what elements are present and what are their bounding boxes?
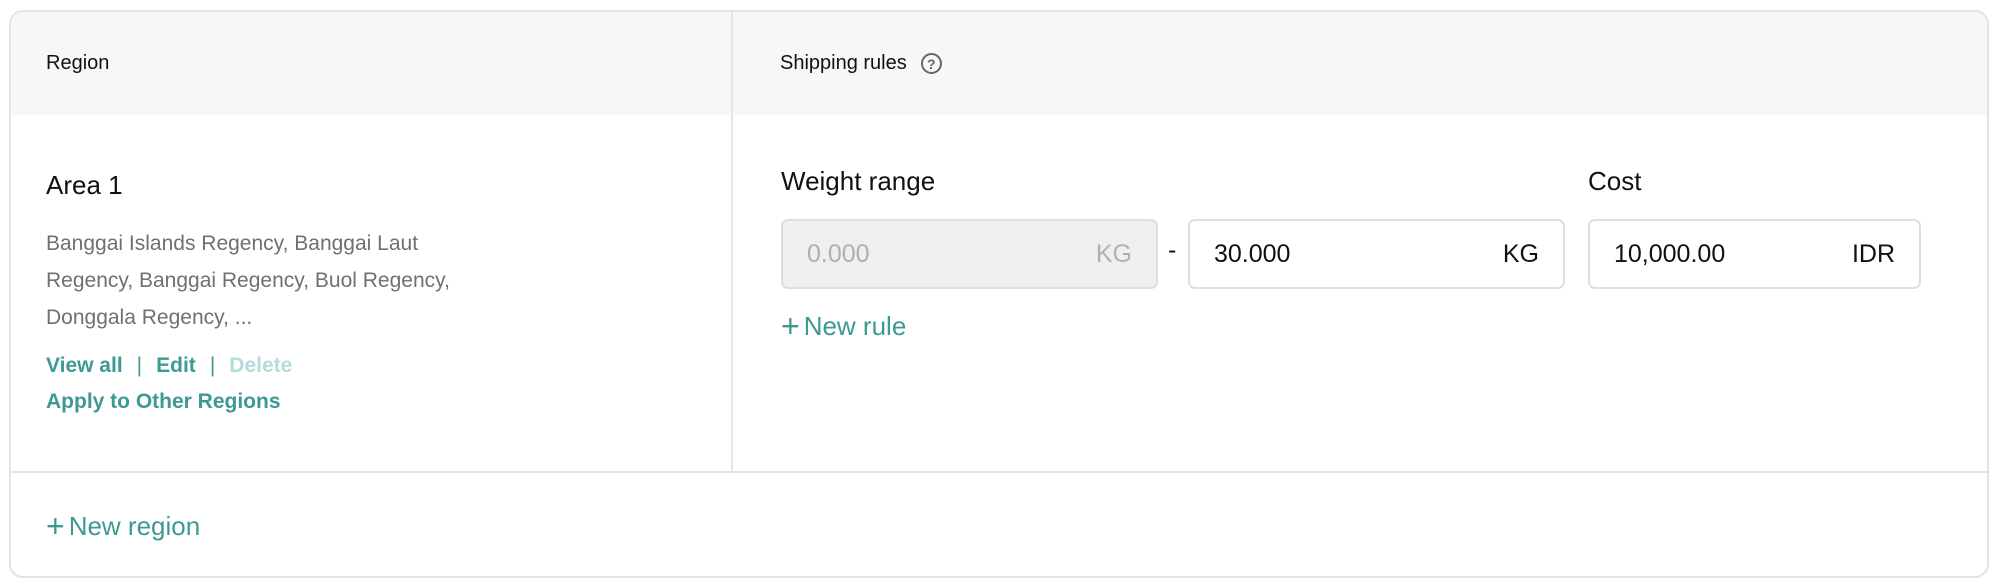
header-shipping-rules-label: Shipping rules bbox=[780, 52, 907, 74]
new-rule-label: New rule bbox=[803, 311, 907, 341]
column-divider bbox=[731, 12, 733, 472]
region-description: Banggai Islands Regency, Banggai Laut Re… bbox=[46, 232, 450, 329]
table-header bbox=[11, 12, 1987, 115]
cost-label: Cost bbox=[1588, 166, 1642, 196]
delete-link: Delete bbox=[229, 354, 293, 377]
min-weight-value: 0.000 bbox=[807, 239, 870, 268]
header-shipping-rules: Shipping rules? bbox=[780, 52, 942, 75]
region-title: Area 1 bbox=[46, 170, 123, 200]
cost-input[interactable]: 10,000.00 IDR bbox=[1588, 219, 1921, 289]
shipping-table: Region Shipping rules? Area 1 Banggai Is… bbox=[9, 10, 1989, 578]
plus-icon: + bbox=[46, 508, 65, 544]
view-all-link[interactable]: View all bbox=[46, 354, 123, 377]
region-actions: View all | Edit | Delete bbox=[46, 354, 292, 378]
new-region-label: New region bbox=[68, 511, 201, 541]
min-weight-input: 0.000 KG bbox=[781, 219, 1158, 289]
weight-range-label: Weight range bbox=[781, 166, 936, 196]
separator: | bbox=[136, 354, 143, 377]
min-weight-unit: KG bbox=[1095, 239, 1132, 268]
max-weight-unit: KG bbox=[1502, 239, 1539, 268]
max-weight-value: 30.000 bbox=[1214, 239, 1291, 268]
separator: | bbox=[209, 354, 216, 377]
new-rule-button[interactable]: + New rule bbox=[781, 308, 906, 345]
max-weight-input[interactable]: 30.000 KG bbox=[1188, 219, 1565, 289]
new-region-button[interactable]: + New region bbox=[46, 508, 200, 545]
edit-link[interactable]: Edit bbox=[156, 354, 196, 377]
apply-to-other-regions-link[interactable]: Apply to Other Regions bbox=[46, 390, 281, 413]
plus-icon: + bbox=[781, 308, 800, 344]
cost-value: 10,000.00 bbox=[1614, 239, 1726, 268]
row-divider bbox=[11, 471, 1987, 473]
currency-unit: IDR bbox=[1851, 239, 1895, 268]
question-circle-icon[interactable]: ? bbox=[920, 53, 942, 75]
header-region: Region bbox=[46, 52, 110, 74]
range-dash: - bbox=[1168, 236, 1177, 264]
